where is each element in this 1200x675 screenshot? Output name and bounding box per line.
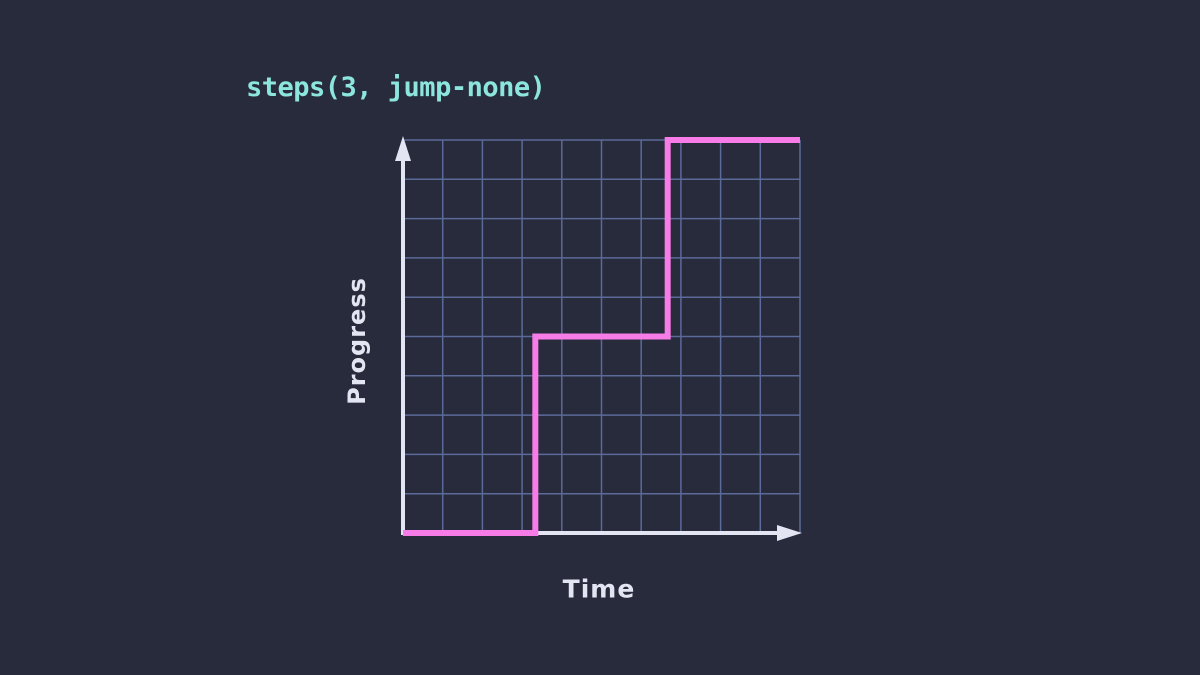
step-line (403, 137, 800, 536)
y-axis-label: Progress (343, 277, 371, 405)
x-axis-label: Time (562, 574, 636, 604)
y-axis-arrowhead (395, 136, 411, 161)
chart-title: steps(3, jump-none) (246, 72, 546, 103)
x-axis-arrowhead (777, 525, 802, 541)
